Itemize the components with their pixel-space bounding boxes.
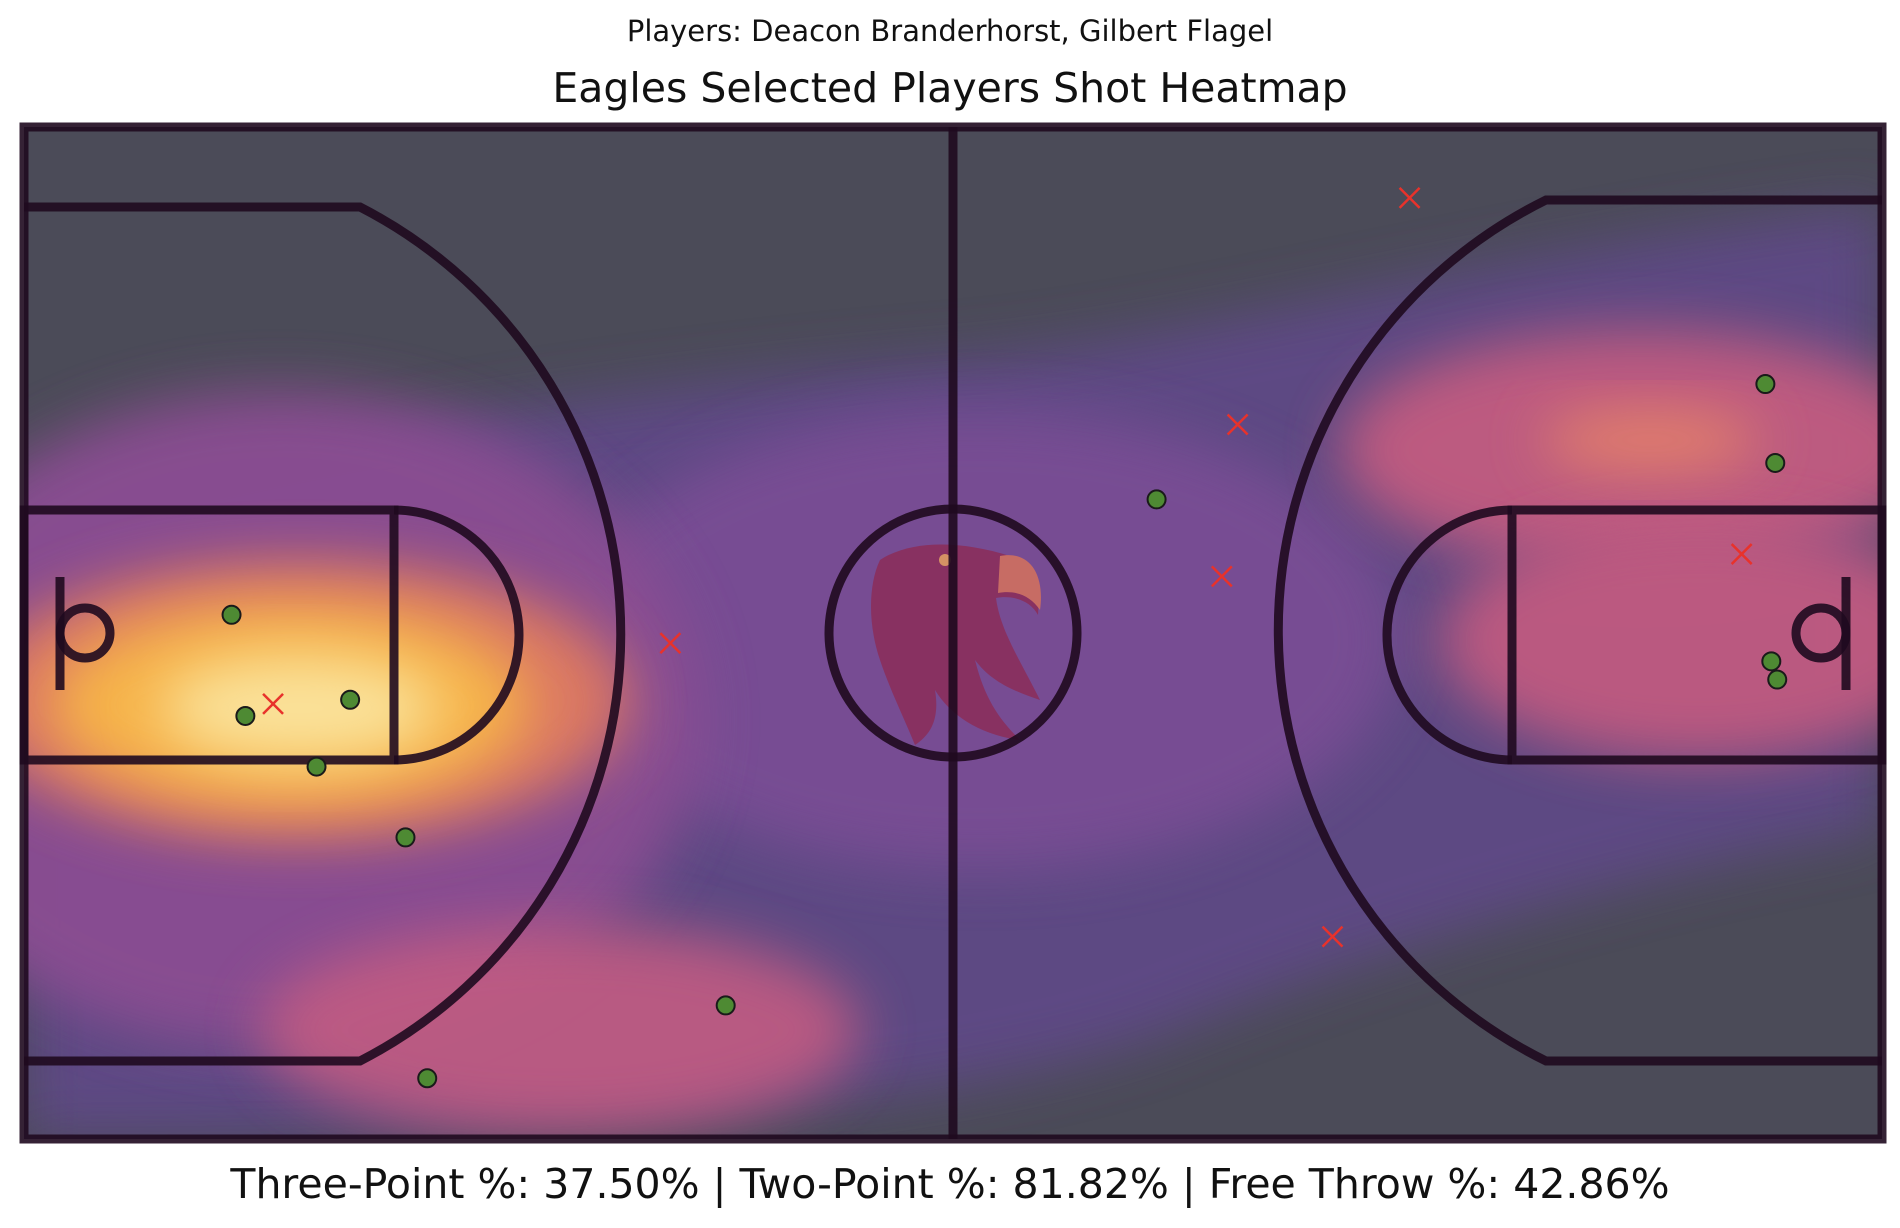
center-circle [824,504,1082,762]
density-left-peak [160,656,440,760]
three-point-line-left [24,202,626,1066]
density-right-base [1440,520,1882,760]
density-right-peak [1540,410,1760,470]
made-shot-marker-9 [1765,452,1786,473]
made-shot-marker-5 [715,995,736,1016]
paint-right [1507,505,1887,765]
free-throw-arc-right [1382,505,1513,765]
made-shot-marker-2 [340,689,361,710]
made-shot-marker-1 [235,705,256,726]
chart-title: Eagles Selected Players Shot Heatmap [552,64,1348,112]
missed-shot-marker-3 [1210,565,1233,588]
missed-shot-marker-6 [1321,925,1344,948]
made-shot-marker-6 [417,1068,438,1089]
hoop-left [55,603,115,663]
missed-shot-marker-1 [659,632,682,655]
made-shot-marker-0 [221,604,242,625]
paint-left [19,505,399,765]
court-lines [19,122,1887,1144]
chart-subtitle: Players: Deacon Branderhorst, Gilbert Fl… [626,14,1274,48]
missed-shot-marker-5 [1730,543,1753,565]
made-shot-marker-11 [1767,669,1788,690]
missed-shot-marker-0 [262,692,284,715]
made-shot-marker-7 [1146,489,1167,510]
made-shot-marker-3 [306,756,327,777]
free-throw-arc-left [393,505,524,765]
shooting-stats: Three-Point %: 37.50% | Two-Point %: 81.… [230,1160,1670,1208]
missed-shot-marker-2 [1226,413,1249,436]
made-shot-marker-10 [1761,651,1782,672]
made-shot-marker-8 [1755,374,1776,395]
made-shot-marker-4 [395,827,416,848]
hoop-right [1791,603,1851,663]
density-layer [24,205,1882,1139]
three-point-line-right [1273,195,1882,1066]
density-corner [260,925,860,1135]
shot-markers [221,186,1788,1089]
missed-shot-marker-4 [1398,186,1421,209]
